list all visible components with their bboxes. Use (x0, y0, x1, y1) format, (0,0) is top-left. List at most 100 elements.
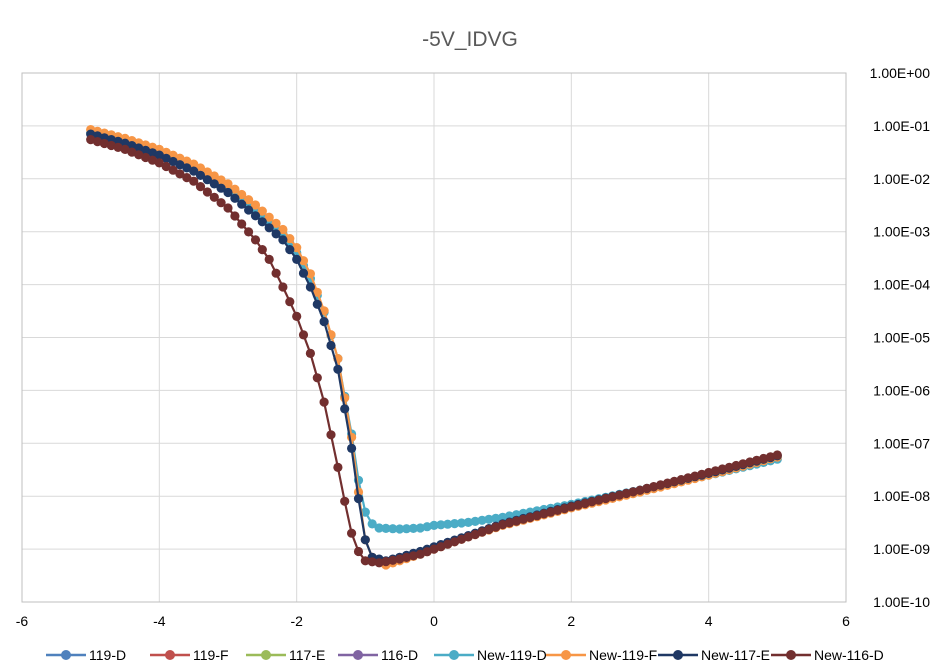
data-point (141, 145, 151, 155)
data-point (401, 524, 412, 534)
data-point (189, 159, 199, 169)
data-point (594, 495, 604, 505)
data-point (244, 205, 254, 215)
data-point (257, 245, 267, 255)
data-point (484, 524, 494, 535)
data-point (340, 404, 350, 414)
data-point (614, 490, 625, 500)
data-point (525, 512, 535, 523)
data-point (202, 187, 212, 197)
data-point (607, 492, 618, 502)
data-point (628, 487, 638, 497)
data-point (401, 552, 412, 563)
data-point (649, 482, 659, 492)
data-point (134, 143, 144, 153)
data-point (498, 512, 508, 522)
data-point (367, 519, 377, 529)
data-point (669, 476, 679, 486)
legend-item: New-117-E (658, 647, 770, 663)
data-point (250, 211, 261, 221)
data-point (161, 153, 171, 163)
data-point (319, 317, 329, 327)
data-point (305, 269, 315, 279)
y-tick-label: 1.00E-09 (873, 541, 930, 557)
legend-label: 116-D (381, 647, 418, 663)
data-point (216, 198, 226, 208)
legend-label: New-119-F (589, 647, 657, 663)
data-point (189, 176, 199, 186)
data-point (436, 520, 446, 530)
data-point (333, 462, 343, 472)
legend-label: 119-D (89, 647, 126, 663)
plot-area (21, 72, 847, 603)
x-tick-label: -4 (153, 613, 166, 629)
data-point (285, 245, 295, 255)
legend-marker (673, 650, 683, 660)
data-point (491, 513, 501, 523)
data-point (395, 524, 405, 534)
x-tick-label: 6 (842, 613, 850, 629)
data-point (347, 443, 357, 453)
legend-item: New-119-F (546, 647, 657, 663)
data-point (491, 522, 501, 532)
data-point (141, 152, 151, 163)
data-point (573, 500, 583, 510)
data-point (209, 192, 219, 202)
data-point (710, 466, 721, 476)
data-point (292, 311, 302, 321)
data-point (182, 173, 192, 183)
legend-marker (786, 650, 796, 660)
data-point (209, 179, 219, 189)
data-point (415, 523, 425, 533)
data-point (257, 217, 267, 227)
legend-label: New-116-D (814, 647, 884, 663)
data-point (250, 200, 261, 210)
data-point (676, 475, 686, 485)
data-point (429, 544, 439, 554)
legend-item: 116-D (338, 647, 418, 663)
chart-title: -5V_IDVG (422, 28, 518, 51)
data-point (504, 518, 515, 528)
data-point (752, 455, 762, 465)
data-point (738, 459, 748, 469)
y-tick-label: 1.00E-08 (873, 488, 930, 504)
data-point (697, 469, 707, 479)
data-point (223, 203, 233, 213)
data-point (759, 453, 769, 464)
data-point (154, 158, 164, 168)
legend: 119-D 119-F 117-E 116-D New-119-D New-119-F Ne… (46, 647, 884, 663)
data-point (333, 364, 343, 374)
y-tick-label: 1.00E-04 (873, 277, 930, 293)
legend-marker (261, 650, 271, 660)
data-point (443, 539, 453, 549)
data-point (635, 485, 645, 495)
y-tick-label: 1.00E-03 (873, 224, 930, 240)
data-point (223, 187, 233, 198)
legend-marker (61, 650, 71, 660)
data-point (230, 184, 240, 194)
data-point (244, 195, 254, 205)
y-tick-label: 1.00E-07 (873, 435, 930, 451)
data-point (134, 150, 144, 160)
data-point (374, 523, 384, 533)
data-point (209, 171, 219, 181)
data-point (532, 511, 542, 521)
data-point (553, 505, 563, 515)
data-point (298, 330, 309, 340)
legend-marker (449, 650, 459, 660)
data-point (656, 480, 666, 490)
data-point (450, 537, 460, 547)
x-axis-ticks: -6 -4 -2 0 2 4 6 (16, 613, 850, 629)
data-point (347, 528, 357, 538)
data-point (195, 170, 206, 180)
x-tick-label: -2 (290, 613, 303, 629)
x-tick-label: 0 (430, 613, 438, 629)
data-point (285, 297, 295, 307)
data-point (168, 165, 178, 175)
data-point (381, 557, 391, 567)
data-point (312, 299, 322, 309)
data-point (230, 211, 240, 221)
data-point (388, 524, 398, 534)
series-new-116-d (86, 135, 782, 568)
data-point (250, 235, 261, 245)
